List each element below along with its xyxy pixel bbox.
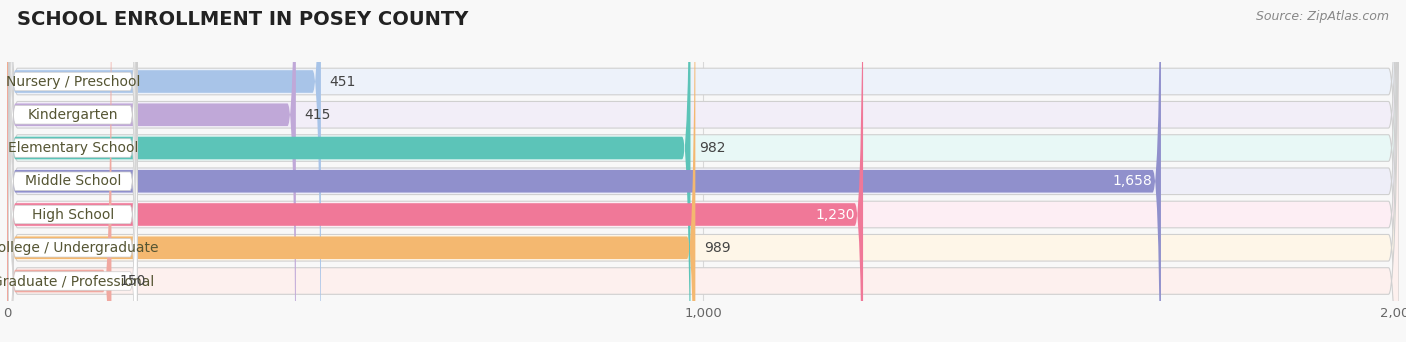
FancyBboxPatch shape bbox=[7, 0, 1161, 342]
Text: Elementary School: Elementary School bbox=[7, 141, 138, 155]
FancyBboxPatch shape bbox=[7, 0, 863, 342]
FancyBboxPatch shape bbox=[8, 0, 138, 342]
FancyBboxPatch shape bbox=[8, 0, 138, 342]
FancyBboxPatch shape bbox=[8, 0, 138, 342]
FancyBboxPatch shape bbox=[7, 0, 1399, 342]
Text: 415: 415 bbox=[304, 108, 330, 122]
FancyBboxPatch shape bbox=[7, 0, 1399, 342]
FancyBboxPatch shape bbox=[7, 0, 1399, 342]
FancyBboxPatch shape bbox=[7, 0, 1399, 342]
Text: Nursery / Preschool: Nursery / Preschool bbox=[6, 75, 141, 89]
FancyBboxPatch shape bbox=[7, 0, 1399, 342]
FancyBboxPatch shape bbox=[7, 0, 690, 342]
FancyBboxPatch shape bbox=[8, 0, 138, 342]
Text: 1,230: 1,230 bbox=[815, 208, 855, 222]
FancyBboxPatch shape bbox=[7, 0, 321, 342]
FancyBboxPatch shape bbox=[8, 0, 138, 342]
Text: Graduate / Professional: Graduate / Professional bbox=[0, 274, 153, 288]
Text: Kindergarten: Kindergarten bbox=[28, 108, 118, 122]
Text: 989: 989 bbox=[703, 241, 730, 255]
Text: High School: High School bbox=[32, 208, 114, 222]
Text: Source: ZipAtlas.com: Source: ZipAtlas.com bbox=[1256, 10, 1389, 23]
Text: 451: 451 bbox=[329, 75, 356, 89]
Text: Middle School: Middle School bbox=[25, 174, 121, 188]
FancyBboxPatch shape bbox=[7, 0, 1399, 342]
Text: SCHOOL ENROLLMENT IN POSEY COUNTY: SCHOOL ENROLLMENT IN POSEY COUNTY bbox=[17, 10, 468, 29]
Text: College / Undergraduate: College / Undergraduate bbox=[0, 241, 157, 255]
FancyBboxPatch shape bbox=[7, 0, 696, 342]
FancyBboxPatch shape bbox=[8, 0, 138, 342]
Text: 150: 150 bbox=[120, 274, 146, 288]
FancyBboxPatch shape bbox=[8, 0, 138, 342]
FancyBboxPatch shape bbox=[7, 0, 295, 342]
FancyBboxPatch shape bbox=[7, 0, 1399, 342]
FancyBboxPatch shape bbox=[7, 0, 111, 342]
Text: 982: 982 bbox=[699, 141, 725, 155]
Text: 1,658: 1,658 bbox=[1112, 174, 1153, 188]
